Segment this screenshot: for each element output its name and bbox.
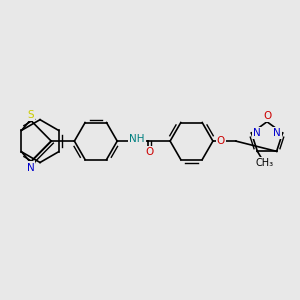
Text: N: N [273, 128, 281, 138]
Text: N: N [253, 128, 261, 138]
Text: S: S [27, 110, 34, 120]
Text: O: O [146, 147, 154, 158]
Text: NH: NH [129, 134, 145, 144]
Text: CH₃: CH₃ [256, 158, 274, 168]
Text: O: O [263, 111, 271, 122]
Text: O: O [217, 136, 225, 146]
Text: N: N [26, 163, 34, 172]
